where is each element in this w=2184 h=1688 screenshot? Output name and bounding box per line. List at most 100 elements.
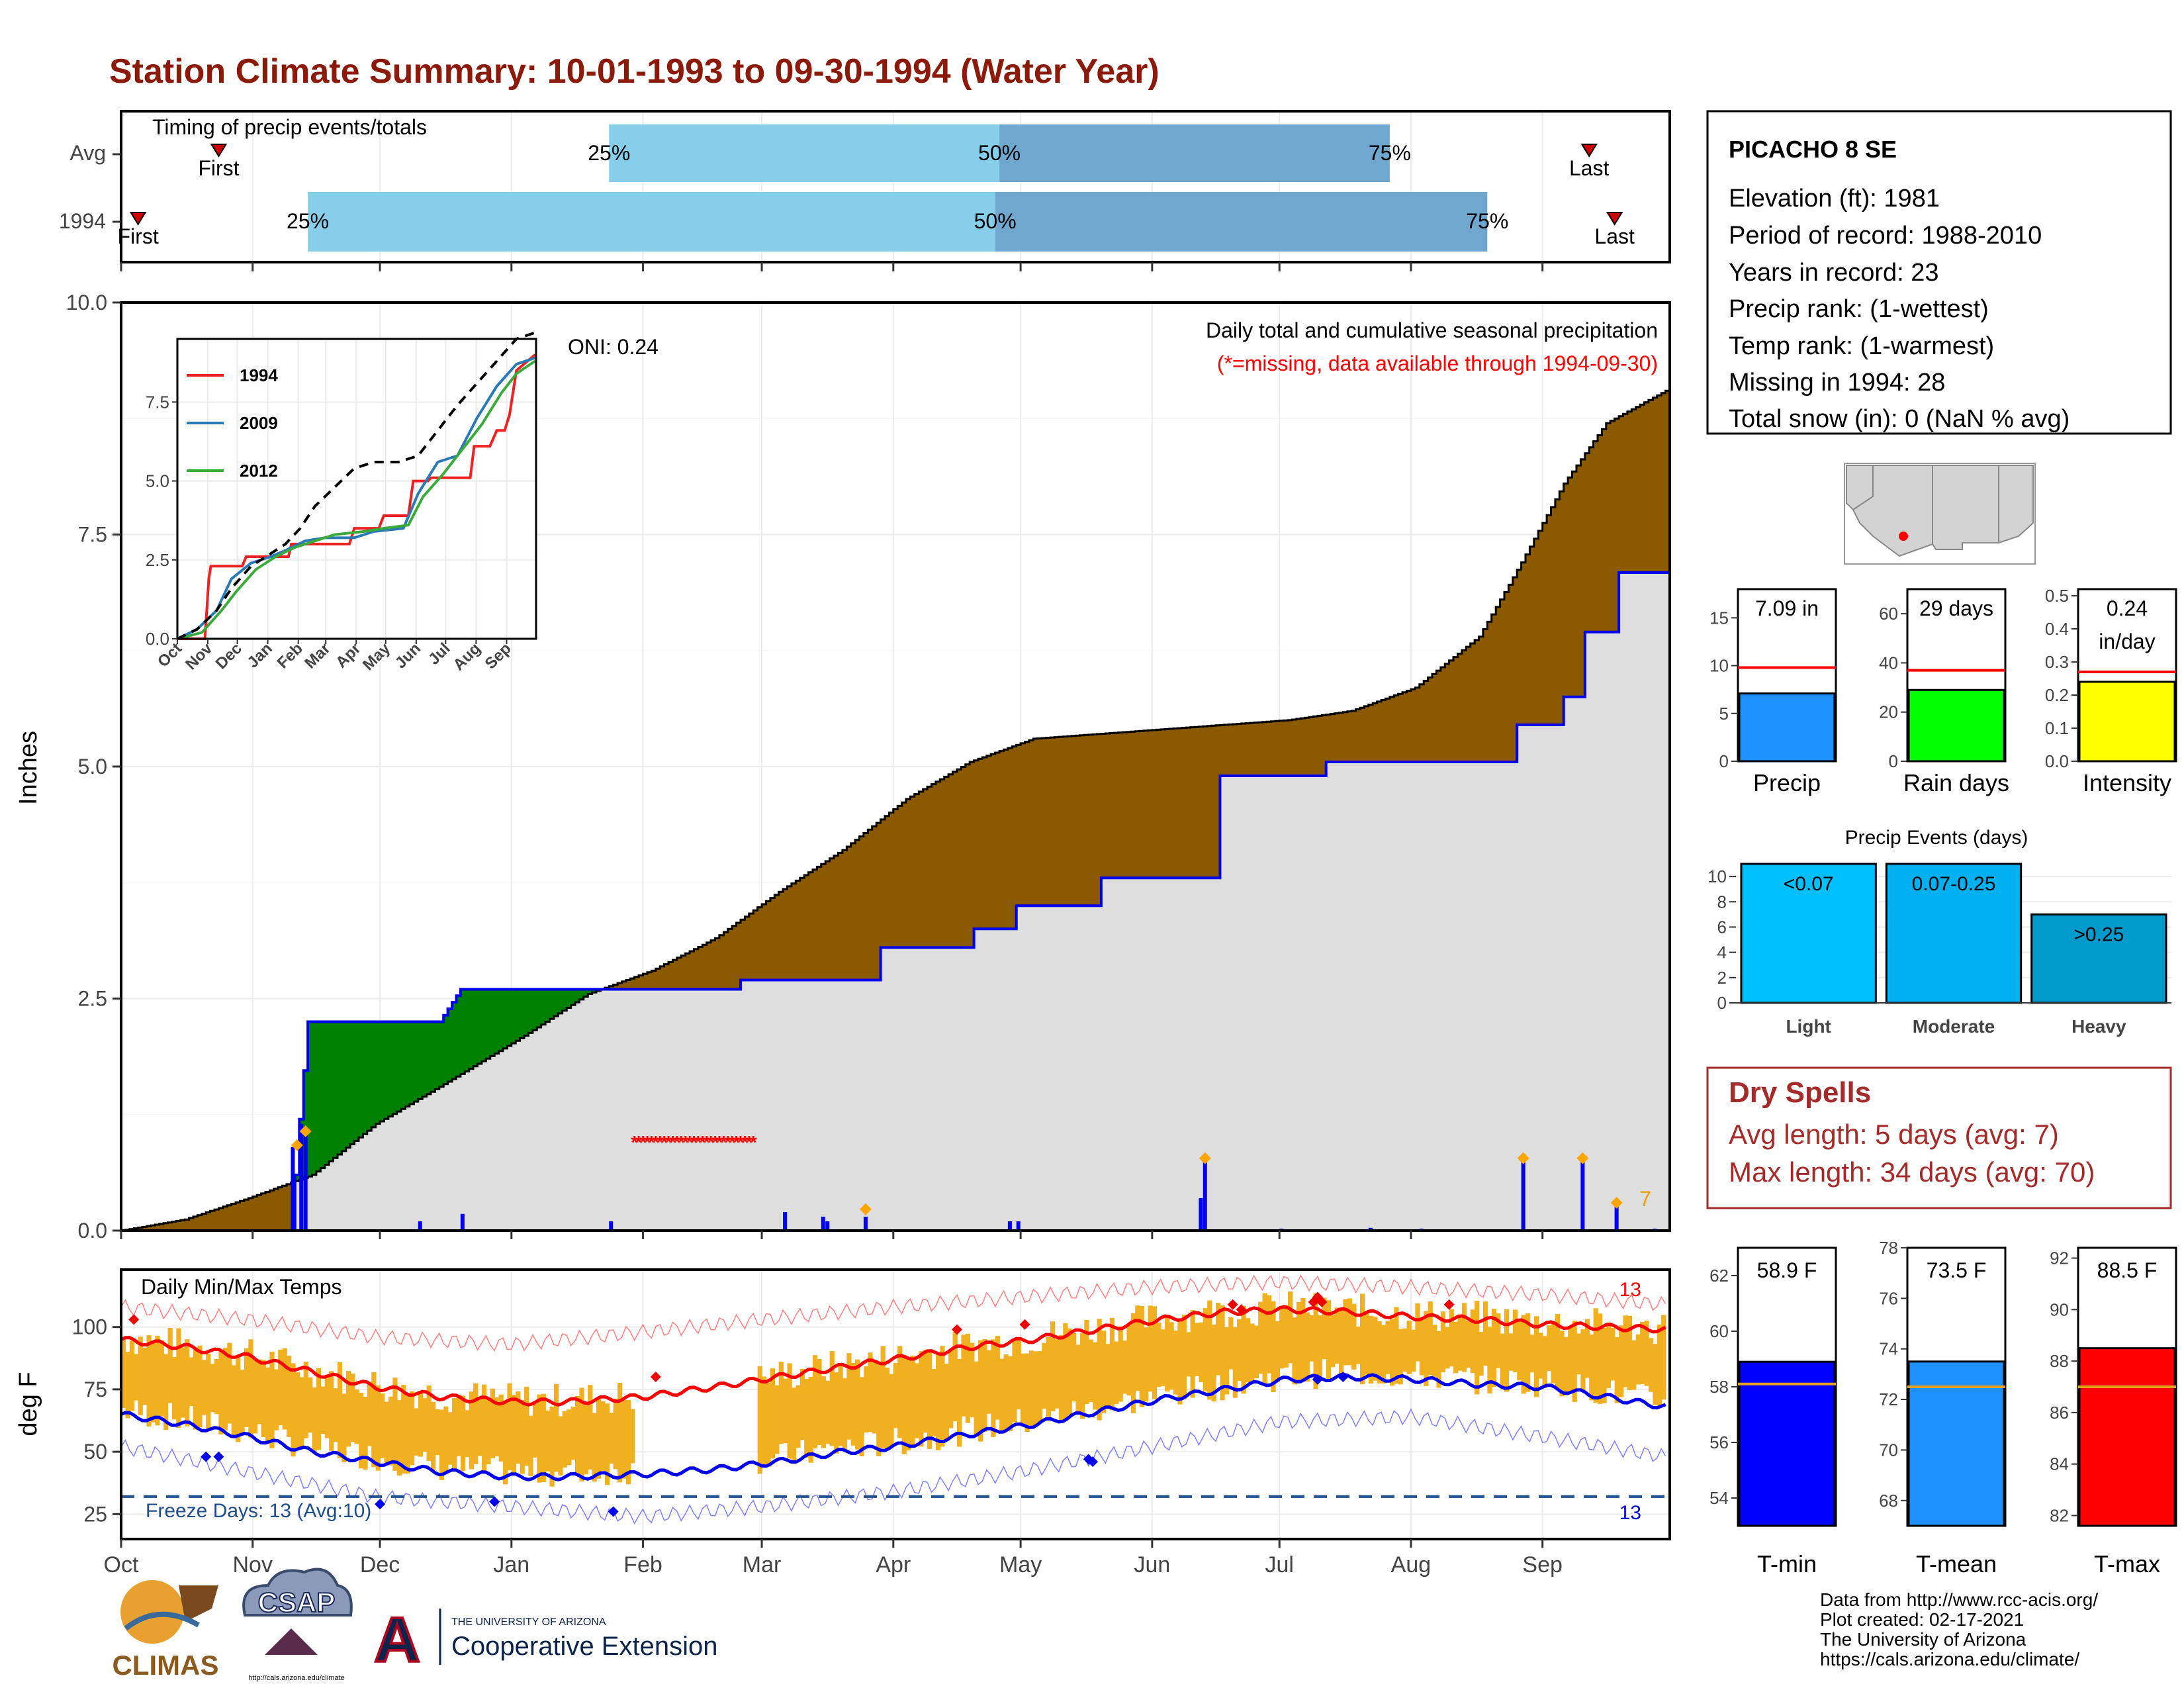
daily-temp-range-bar [1232, 1327, 1238, 1398]
daily-temp-range-bar [1432, 1325, 1437, 1377]
daily-temp-range-bar [1139, 1306, 1144, 1407]
events-ytick-label-3: 6 [1717, 917, 1727, 937]
summary-value-label-2: 0.24 [2107, 596, 2148, 620]
missing-day-marker: * [686, 1132, 694, 1152]
daily-precip-bar-13 [1203, 1158, 1207, 1231]
temp-summary-ytick-label-1-1: 70 [1879, 1440, 1898, 1460]
daily-precip-bar-2 [303, 1128, 308, 1231]
precip-ytick-label-0: 0.0 [78, 1219, 107, 1243]
temp-summary-ytick-label-1-2: 72 [1879, 1389, 1898, 1409]
inset-xtick-label-aug: Aug [450, 639, 484, 674]
daily-temp-range-bar [1126, 1325, 1132, 1396]
record-low-marker-2 [375, 1499, 386, 1510]
daily-temp-range-bar [1410, 1329, 1416, 1372]
daily-temp-range-bar [787, 1363, 792, 1459]
summary-ytick-label-2-3: 0.3 [2045, 652, 2069, 672]
daily-precip-marker-3 [1199, 1152, 1211, 1164]
temp-y-axis: 25 50 75 100 [72, 1315, 121, 1526]
csap-url-text: http://cals.arizona.edu/climate [248, 1674, 345, 1682]
temp-summary-ytick-label-2-0: 82 [2050, 1505, 2069, 1525]
daily-precip-bar-15 [1368, 1227, 1373, 1231]
daily-temp-range-bar [388, 1396, 394, 1466]
events-category-label-heavy: Heavy [2071, 1016, 2126, 1037]
daily-temp-range-bar [1436, 1331, 1441, 1388]
daily-precip-bar-0 [291, 1147, 295, 1231]
daily-temp-range-bar [1482, 1301, 1488, 1366]
temp-xtick-label-nov: Nov [233, 1552, 273, 1577]
climas-logo-sun-icon [120, 1580, 184, 1644]
daily-temp-range-bar [1203, 1308, 1208, 1391]
daily-temp-range-bar [231, 1365, 236, 1438]
daily-temp-range-bar [1398, 1329, 1403, 1385]
summary-ytick-label-1-2: 40 [1879, 653, 1898, 673]
timing-row-label-avg: Avg [69, 141, 106, 165]
daily-temp-range-bar [163, 1354, 169, 1430]
daily-temp-range-bar [490, 1388, 495, 1459]
daily-temp-range-bar [1186, 1332, 1191, 1377]
daily-temp-range-bar [1250, 1323, 1255, 1382]
temp-summary-bars: 58.9 F T-min 54 56 58 60 62 73.5 F T-mean 68 70 72 7… [1709, 1238, 2177, 1577]
station-temp-rank: Temp rank: (1-warmest) [1729, 332, 1994, 360]
daily-temp-range-bar [783, 1378, 788, 1444]
station-box-frame [1706, 110, 2172, 435]
precip-y-label: Inches [15, 731, 42, 805]
daily-temp-range-bar [134, 1354, 139, 1401]
daily-temp-range-bar [850, 1363, 856, 1446]
events-ytick-label-2: 4 [1717, 943, 1727, 962]
daily-temp-range-bar [956, 1358, 962, 1447]
events-category-label-light: Light [1786, 1016, 1831, 1037]
daily-temp-range-bar [596, 1398, 602, 1479]
daily-temp-range-bar [1152, 1306, 1158, 1399]
daily-temp-range-bar [1598, 1313, 1603, 1404]
daily-temp-range-bar [762, 1376, 767, 1466]
daily-temp-range-bar [291, 1363, 296, 1457]
daily-temp-range-bar [1266, 1295, 1272, 1374]
daily-temp-range-bar [766, 1382, 771, 1467]
daily-precip-bar-8 [825, 1221, 830, 1231]
daily-temp-range-bar [1461, 1303, 1467, 1372]
inset-xtick-label-jun: Jun [392, 639, 424, 672]
summary-ytick-label-0-3: 15 [1709, 608, 1729, 628]
station-period: Period of record: 1988-2010 [1729, 222, 2042, 250]
daily-temp-range-bar [846, 1353, 852, 1440]
csap-mountain-icon [265, 1628, 318, 1655]
precip-x-axis [120, 1231, 1544, 1239]
record-high-marker-8 [1316, 1296, 1328, 1307]
station-precip-rank: Precip rank: (1-wettest) [1729, 295, 1989, 323]
daily-temp-range-bar [970, 1342, 975, 1418]
dry-spells-frame [1706, 1066, 2172, 1209]
timing-last-label-1994: Last [1594, 224, 1635, 248]
daily-precip-bar-17 [1521, 1158, 1525, 1231]
daily-temp-range-bar [770, 1368, 776, 1459]
temp-xtick-label-sep: Sep [1522, 1552, 1563, 1577]
daily-temp-range-bar [1496, 1313, 1501, 1368]
temp-summary-value-2: 88.5 F [2097, 1258, 2158, 1282]
daily-temp-range-bar [329, 1371, 334, 1451]
daily-temp-range-bar [1449, 1309, 1454, 1367]
daily-temp-range-bar [189, 1357, 194, 1407]
record-max-line [120, 1274, 1666, 1352]
daily-temp-range-bar [125, 1351, 130, 1419]
missing-day-marker: * [652, 1132, 659, 1152]
timing-first-marker-1994 [129, 212, 147, 226]
daily-precip-marker-5 [1576, 1152, 1589, 1164]
hot-days-count: 13 [1619, 1279, 1641, 1301]
csap-logo-text: CSAP [258, 1587, 336, 1618]
temp-summary-ytick-label-0-1: 56 [1709, 1432, 1729, 1452]
temp-y-label: deg F [15, 1372, 42, 1436]
daily-temp-range-bar [460, 1395, 466, 1472]
daily-temp-range-bar [316, 1368, 322, 1450]
events-bar-heavy [2030, 913, 2167, 1004]
daily-temp-range-bar [287, 1355, 292, 1437]
daily-temp-range-bar [829, 1350, 835, 1446]
timing-frame [120, 110, 1671, 263]
summary-ytick-label-1-0: 0 [1889, 751, 1898, 771]
daily-temp-range-bar [295, 1372, 300, 1448]
events-bar-label-0: <0.07 [1784, 873, 1834, 895]
record-high-marker-5 [1236, 1304, 1247, 1315]
record-high-marker-0 [128, 1314, 140, 1325]
daily-temp-range-bar [252, 1358, 257, 1434]
obs-cumulative-line [121, 571, 1670, 1232]
daily-temp-range-bar [1177, 1320, 1183, 1405]
events-category-label-moderate: Moderate [1913, 1016, 1995, 1037]
